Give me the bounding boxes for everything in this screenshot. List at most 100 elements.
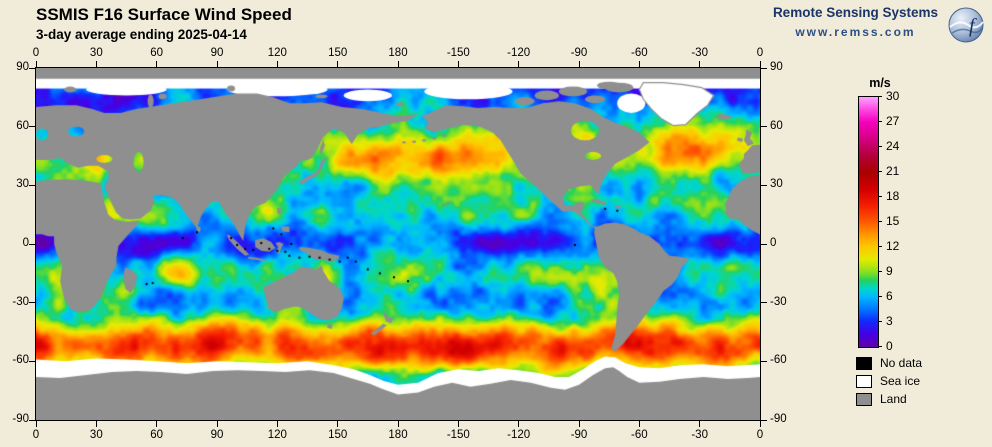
- colorbar-tick-mark: [878, 220, 882, 222]
- lon-tick-label-top: -120: [507, 47, 531, 59]
- colorbar-tick-label: 18: [886, 189, 900, 203]
- tick-mark: [95, 61, 97, 67]
- map-canvas: [36, 68, 760, 420]
- tick-mark: [518, 61, 520, 67]
- legend-label-sea-ice: Sea ice: [880, 374, 921, 388]
- lon-tick-label-bottom: 90: [210, 429, 224, 441]
- logo-letter: f: [969, 15, 977, 37]
- lon-tick-label-top: 60: [150, 47, 164, 59]
- lat-tick-label-right: -90: [770, 413, 787, 425]
- lon-tick-label-bottom: -150: [446, 429, 470, 441]
- legend-label-no-data: No data: [880, 356, 923, 370]
- lat-tick-label-right: -30: [770, 295, 787, 308]
- lon-tick-label-bottom: 120: [267, 429, 287, 441]
- colorbar-tick-mark: [878, 195, 882, 197]
- lon-tick-label-bottom: 150: [328, 429, 348, 441]
- colorbar-tick-label: 0: [886, 339, 893, 353]
- brand-name: Remote Sensing Systems: [772, 5, 938, 20]
- tick-mark: [638, 421, 640, 427]
- colorbar-tick-label: 27: [886, 114, 900, 128]
- tick-mark: [29, 419, 35, 421]
- lat-tick-label-left: 90: [16, 61, 29, 73]
- legend-item-no-data: No data: [856, 354, 922, 372]
- tick-mark: [699, 61, 701, 67]
- colorbar-tick-mark: [878, 270, 882, 272]
- tick-mark: [95, 421, 97, 427]
- tick-mark: [578, 61, 580, 67]
- lat-tick-label-left: -30: [12, 295, 29, 308]
- lon-tick-label-top: 150: [328, 47, 348, 59]
- lat-tick-label-left: -90: [12, 413, 29, 425]
- colorbar-tick-mark: [878, 320, 882, 322]
- tick-mark: [759, 421, 761, 427]
- lat-tick-label-left: 0: [22, 237, 29, 249]
- colorbar-tick-mark: [878, 120, 882, 122]
- lat-tick-label-right: 60: [770, 119, 783, 132]
- tick-mark: [761, 302, 767, 304]
- tick-mark: [761, 360, 767, 362]
- lat-tick-label-left: 30: [16, 178, 29, 191]
- tick-mark: [761, 419, 767, 421]
- no-data-swatch: [856, 356, 872, 370]
- lat-tick-label-right: 30: [770, 178, 783, 191]
- lon-tick-label-top: -60: [631, 47, 648, 59]
- tick-mark: [276, 421, 278, 427]
- lat-tick-label-right: 0: [770, 237, 777, 249]
- tick-mark: [337, 421, 339, 427]
- lon-tick-label-bottom: 0: [32, 429, 40, 441]
- colorbar-tick-mark: [878, 245, 882, 247]
- colorbar-tick-mark: [878, 95, 882, 97]
- colorbar-gradient: [858, 96, 879, 348]
- tick-mark: [761, 243, 767, 245]
- lon-tick-label-top: 0: [32, 47, 40, 59]
- tick-mark: [29, 126, 35, 128]
- lat-tick-label-left: 60: [16, 119, 29, 132]
- land-swatch: [856, 392, 872, 406]
- lon-tick-label-bottom: 0: [756, 429, 764, 441]
- tick-mark: [35, 421, 37, 427]
- colorbar-tick-label: 21: [886, 164, 900, 178]
- tick-mark: [397, 61, 399, 67]
- tick-mark: [638, 61, 640, 67]
- colorbar-tick-label: 30: [886, 89, 900, 103]
- colorbar-tick-mark: [878, 145, 882, 147]
- branding-block: Remote Sensing Systems www.remss.com f: [773, 5, 986, 45]
- colorbar-tick-label: 6: [886, 289, 893, 303]
- lon-tick-label-bottom: 60: [150, 429, 164, 441]
- lon-tick-label-bottom: -120: [507, 429, 531, 441]
- tick-mark: [29, 243, 35, 245]
- lon-tick-label-top: -150: [446, 47, 470, 59]
- lon-tick-label-top: -90: [570, 47, 588, 59]
- world-map-plot: [35, 67, 761, 421]
- tick-mark: [29, 67, 35, 69]
- map-legend: No data Sea ice Land: [856, 354, 922, 408]
- tick-mark: [216, 61, 218, 67]
- lon-tick-label-top: 120: [267, 47, 287, 59]
- colorbar-tick-label: 12: [886, 239, 900, 253]
- lon-tick-label-top: 30: [89, 47, 103, 59]
- lon-tick-label-top: 0: [756, 47, 764, 59]
- tick-mark: [29, 184, 35, 186]
- tick-mark: [578, 421, 580, 427]
- tick-mark: [761, 67, 767, 69]
- colorbar-tick-mark: [878, 170, 882, 172]
- tick-mark: [276, 61, 278, 67]
- colorbar-tick-label: 3: [886, 314, 893, 328]
- lon-tick-label-bottom: -90: [570, 429, 588, 441]
- lon-tick-label-top: 180: [388, 47, 408, 59]
- tick-mark: [35, 61, 37, 67]
- lon-tick-label-bottom: -30: [691, 429, 708, 441]
- page-title: SSMIS F16 Surface Wind Speed: [36, 5, 292, 24]
- tick-mark: [29, 302, 35, 304]
- tick-mark: [457, 421, 459, 427]
- colorbar-tick-mark: [878, 345, 882, 347]
- globe-logo-icon: f: [946, 5, 986, 45]
- tick-mark: [457, 61, 459, 67]
- lon-tick-label-top: -30: [691, 47, 708, 59]
- brand-url-link[interactable]: www.remss.com: [795, 25, 916, 39]
- legend-item-land: Land: [856, 390, 922, 408]
- tick-mark: [761, 126, 767, 128]
- tick-mark: [759, 61, 761, 67]
- tick-mark: [761, 184, 767, 186]
